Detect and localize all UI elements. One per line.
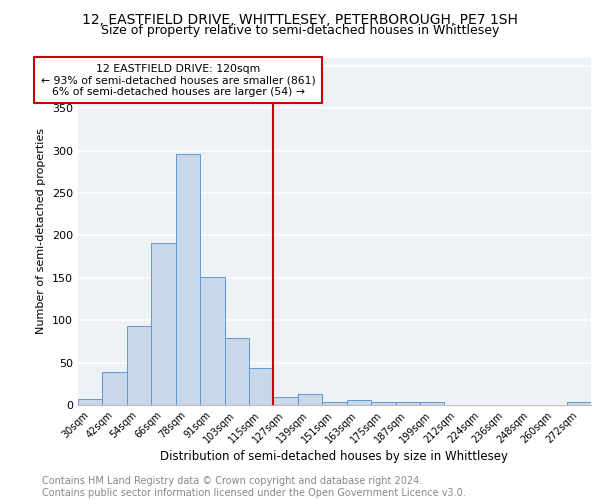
Bar [151,243,176,405]
Text: 12 EASTFIELD DRIVE: 120sqm
← 93% of semi-detached houses are smaller (861)
6% of: 12 EASTFIELD DRIVE: 120sqm ← 93% of semi… [41,64,316,97]
Bar [103,372,127,405]
Bar [298,394,322,405]
Text: Size of property relative to semi-detached houses in Whittlesey: Size of property relative to semi-detach… [101,24,499,37]
Bar [274,398,298,405]
Bar [224,338,249,405]
Bar [78,399,103,405]
Bar [371,402,395,405]
Text: Contains HM Land Registry data © Crown copyright and database right 2024.
Contai: Contains HM Land Registry data © Crown c… [42,476,466,498]
Bar [566,402,591,405]
Bar [249,368,274,405]
Bar [347,400,371,405]
Bar [322,402,347,405]
Bar [395,402,420,405]
Bar [127,326,151,405]
Bar [420,402,445,405]
Y-axis label: Number of semi-detached properties: Number of semi-detached properties [37,128,46,334]
Text: 12, EASTFIELD DRIVE, WHITTLESEY, PETERBOROUGH, PE7 1SH: 12, EASTFIELD DRIVE, WHITTLESEY, PETERBO… [82,12,518,26]
Bar [200,277,224,405]
Bar [176,154,200,405]
X-axis label: Distribution of semi-detached houses by size in Whittlesey: Distribution of semi-detached houses by … [161,450,509,464]
